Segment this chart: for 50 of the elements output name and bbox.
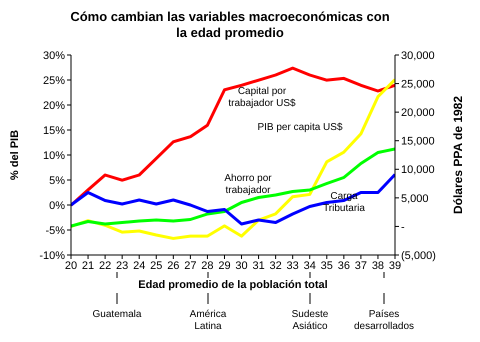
- series-label: PIB per capita US$: [257, 122, 343, 133]
- y2-tick-label: 10,000: [401, 164, 435, 176]
- y-axis-title: % del PIB: [9, 130, 21, 180]
- x-tick-label: 21: [82, 260, 94, 272]
- x-tick-label: 35: [320, 260, 333, 272]
- y-tick-label: 30%: [42, 50, 66, 62]
- y2-tick-label: 25,000: [401, 78, 435, 90]
- y-tick-label: 20%: [42, 100, 66, 112]
- text: Sudeste Asiático: [292, 309, 329, 332]
- y-tick-label: -10%: [39, 250, 66, 262]
- text: América Latina: [190, 309, 227, 332]
- y-tick-label: 10%: [42, 150, 66, 162]
- x-tick-label: 22: [98, 260, 112, 272]
- y2-tick-label: 5,000: [401, 192, 429, 205]
- y-tick-label: 0%: [49, 200, 66, 212]
- y-tick-label: 5%: [49, 174, 66, 187]
- y-tick-label: 25%: [42, 74, 66, 87]
- y2-tick-label: 20,000: [401, 107, 435, 120]
- x-tick-label: 37: [354, 260, 368, 272]
- x-tick-label: 26: [167, 260, 180, 272]
- x-tick-label: 39: [388, 260, 402, 272]
- x-tick-label: 31: [252, 260, 265, 272]
- x-tick-label: 33: [286, 260, 299, 272]
- line-series: [71, 173, 395, 226]
- x-tick-label: 30: [235, 260, 248, 272]
- x-tick-label: 25: [150, 260, 162, 272]
- x-tick-label: 27: [184, 260, 196, 272]
- y2-tick-label: (5,000): [401, 250, 436, 262]
- x-tick-label: 20: [64, 260, 78, 272]
- x-tick-label: 24: [133, 260, 146, 272]
- chart-title: Cómo cambian las variables macroeconómicas con la edad promedio: [70, 9, 390, 41]
- series-label: Ahorro por trabajador: [224, 173, 272, 196]
- text: Países desarrollados: [354, 309, 414, 332]
- x-tick-label: 34: [304, 260, 316, 272]
- y-tick-label: -5%: [45, 224, 66, 237]
- line-series: [71, 148, 395, 228]
- x-tick-label: 29: [218, 260, 231, 272]
- x-axis-title: Edad promedio de la población total: [138, 279, 328, 291]
- x-tick-label: 36: [338, 260, 350, 272]
- y2-tick-label: 30,000: [401, 50, 435, 62]
- x-tick-label: 32: [270, 260, 282, 272]
- y2-tick-label: 15,000: [401, 136, 435, 148]
- x-tick-label: 28: [201, 260, 214, 272]
- x-tick-label: 38: [372, 260, 384, 272]
- x-tick-label: 23: [116, 260, 128, 272]
- y2-axis-title: Dólares PPA de 1982: [451, 96, 465, 214]
- text: Guatemala: [92, 309, 142, 320]
- y2-tick-label: -: [401, 221, 405, 234]
- series-label: Capital por trabajador US$: [228, 86, 296, 109]
- y-tick-label: 15%: [42, 124, 66, 137]
